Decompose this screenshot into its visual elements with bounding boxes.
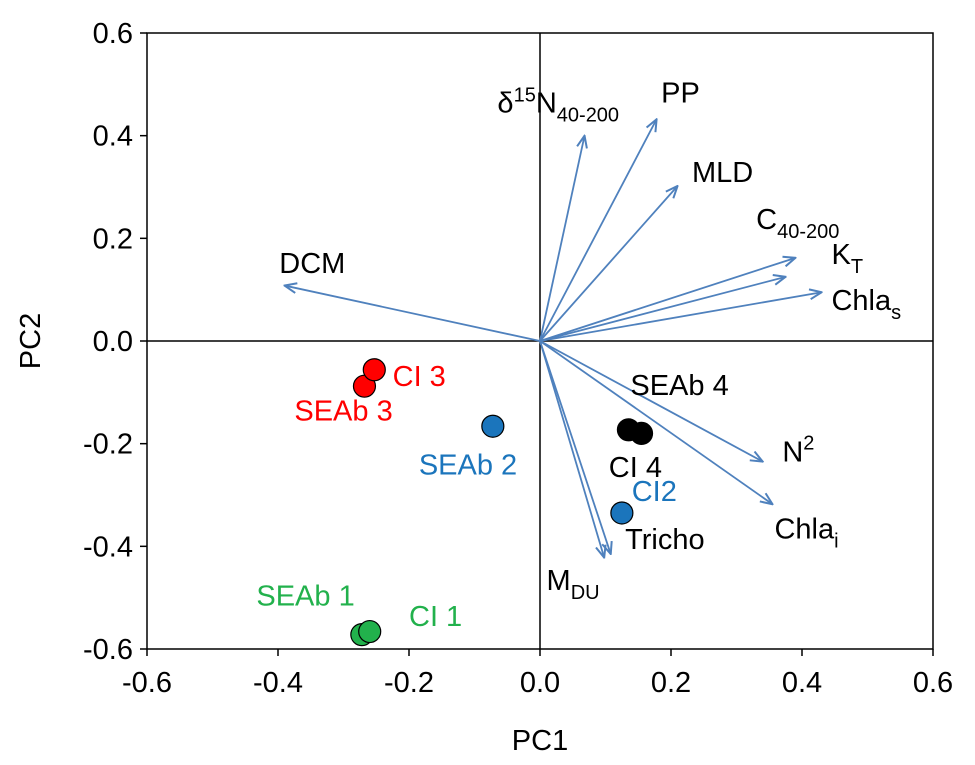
x-tick-label: -0.2 bbox=[384, 667, 434, 699]
vector-label-pp: PP bbox=[661, 77, 700, 109]
point-label-seab-3: SEAb 3 bbox=[294, 396, 392, 428]
vector-mdu bbox=[539, 340, 611, 554]
y-axis-title: PC2 bbox=[15, 313, 47, 369]
vector-dcm bbox=[285, 286, 541, 342]
vector-label-d15n: δ15N40-200 bbox=[497, 85, 619, 127]
vector-chlas bbox=[539, 292, 822, 342]
vector-label-n2: N2 bbox=[782, 433, 814, 469]
point-label-tricho: Tricho bbox=[625, 524, 705, 556]
x-tick-label: -0.4 bbox=[253, 667, 303, 699]
point-label-ci-4: CI 4 bbox=[609, 452, 662, 484]
point-ci2 bbox=[610, 501, 634, 525]
y-axis-ticks: -0.6 -0.4 -0.2 0.0 0.2 0.4 0.6 bbox=[83, 18, 147, 666]
point-seab-2 bbox=[481, 414, 505, 438]
point-ci-4 bbox=[629, 421, 654, 445]
vector-pp bbox=[539, 119, 657, 342]
x-tick-label: -0.6 bbox=[122, 667, 172, 699]
point-label-ci-1: CI 1 bbox=[409, 601, 462, 633]
point-label-seab-2: SEAb 2 bbox=[419, 449, 517, 481]
vector-label-kt: KT bbox=[831, 239, 863, 278]
point-ci-1 bbox=[358, 619, 382, 644]
x-tick-label: 0.2 bbox=[651, 667, 691, 699]
vector-c40-200 bbox=[539, 258, 795, 342]
point-ci-3 bbox=[362, 358, 386, 382]
y-tick-label: 0.2 bbox=[93, 223, 133, 255]
x-tick-label: 0.0 bbox=[520, 667, 560, 699]
vector-label-c40: C40-200 bbox=[756, 204, 839, 243]
loading-vectors bbox=[285, 119, 822, 557]
vector-label-chlai: Chlai bbox=[774, 514, 838, 553]
vector-15n40-200 bbox=[539, 136, 585, 342]
x-axis-title: PC1 bbox=[512, 725, 568, 757]
y-tick-label: 0.4 bbox=[93, 121, 133, 153]
vector-label-chlas: Chlas bbox=[831, 285, 901, 324]
y-tick-label: 0.6 bbox=[93, 18, 133, 50]
y-tick-label: -0.4 bbox=[83, 531, 133, 563]
x-axis-ticks: -0.6 -0.4 -0.2 0.0 0.2 0.4 0.6 bbox=[122, 649, 953, 699]
x-tick-label: 0.4 bbox=[782, 667, 822, 699]
sample-points bbox=[350, 358, 654, 647]
vector-kt bbox=[539, 277, 786, 342]
y-tick-label: 0.0 bbox=[93, 326, 133, 358]
vector-label-mld: MLD bbox=[692, 157, 753, 189]
vector-mld bbox=[539, 186, 678, 342]
y-tick-label: -0.2 bbox=[83, 429, 133, 461]
x-tick-label: 0.6 bbox=[913, 667, 953, 699]
point-label-ci2: CI2 bbox=[632, 476, 677, 508]
vector-label-mdu: MDU bbox=[547, 565, 600, 604]
y-tick-label: -0.6 bbox=[83, 634, 133, 666]
point-label-seab-4: SEAb 4 bbox=[630, 370, 728, 402]
vector-chlai bbox=[539, 340, 773, 504]
point-label-seab-1: SEAb 1 bbox=[256, 580, 354, 612]
vector-n2 bbox=[539, 340, 763, 462]
point-label-ci-3: CI 3 bbox=[393, 361, 446, 393]
vector-mdu-a bbox=[539, 340, 604, 558]
vector-label-dcm: DCM bbox=[279, 248, 345, 280]
